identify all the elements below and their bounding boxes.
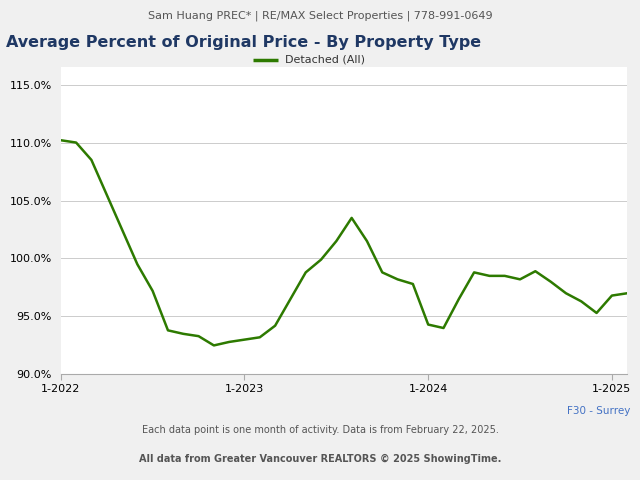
Text: F30 - Surrey: F30 - Surrey (567, 406, 630, 416)
Text: Detached (All): Detached (All) (285, 55, 365, 65)
Text: Each data point is one month of activity. Data is from February 22, 2025.: Each data point is one month of activity… (141, 425, 499, 435)
Text: Sam Huang PREC* | RE/MAX Select Properties | 778-991-0649: Sam Huang PREC* | RE/MAX Select Properti… (148, 11, 492, 21)
Text: All data from Greater Vancouver REALTORS © 2025 ShowingTime.: All data from Greater Vancouver REALTORS… (139, 454, 501, 464)
Text: Average Percent of Original Price - By Property Type: Average Percent of Original Price - By P… (6, 35, 481, 49)
